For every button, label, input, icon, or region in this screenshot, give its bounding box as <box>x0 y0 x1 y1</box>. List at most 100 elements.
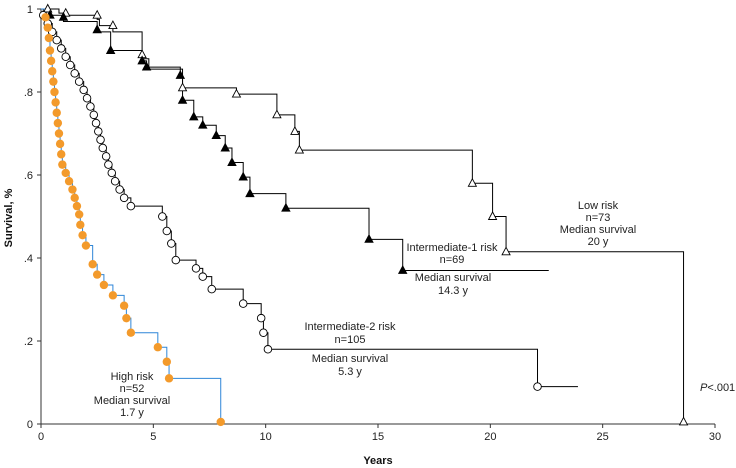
intermediate-2-risk-marker <box>74 77 84 86</box>
low-risk-marker <box>467 177 478 187</box>
low-risk-marker <box>177 82 188 92</box>
int2-risk-label: Intermediate-2 risk <box>304 321 396 333</box>
y-tick-label: .8 <box>24 87 33 99</box>
p-value: P<.001 <box>700 382 735 394</box>
intermediate-1-risk-marker <box>177 94 188 104</box>
p-value-number: <.001 <box>707 382 735 394</box>
int1-risk-label: Intermediate-1 risk <box>406 242 498 254</box>
intermediate-1-risk-marker <box>92 24 102 34</box>
y-tick-label: .4 <box>24 253 33 265</box>
high-risk-marker <box>78 230 87 240</box>
low-risk-marker <box>92 9 102 19</box>
high-risk-marker <box>99 280 109 290</box>
y-tick-label: 1 <box>27 4 33 16</box>
low-risk-n: n=73 <box>586 212 611 224</box>
low-risk-marker <box>42 3 53 13</box>
high-risk-marker <box>61 168 70 178</box>
low-risk-marker <box>108 20 118 30</box>
intermediate-1-risk-marker <box>175 69 186 79</box>
intermediate-2-risk-marker <box>119 193 129 203</box>
intermediate-1-risk-marker <box>105 45 116 54</box>
intermediate-2-risk-marker <box>162 226 172 236</box>
x-tick-label: 25 <box>597 431 609 443</box>
high-risk-marker <box>49 77 58 86</box>
high-risk-marker <box>68 185 77 194</box>
y-tick-label: .2 <box>24 336 33 348</box>
intermediate-2-risk-marker <box>167 239 176 248</box>
low-risk-marker <box>487 211 498 220</box>
low-risk-marker <box>231 88 242 98</box>
intermediate-2-risk-marker <box>158 212 167 221</box>
intermediate-2-risk-marker <box>79 85 88 95</box>
intermediate-1-risk-marker <box>198 119 208 129</box>
intermediate-1-risk-curve <box>41 8 549 271</box>
x-tick-label: 20 <box>484 431 496 443</box>
intermediate-2-risk-marker <box>91 118 101 128</box>
x-tick-label: 5 <box>150 431 156 443</box>
high-risk-marker <box>126 328 136 337</box>
int2-median-value: 5.3 y <box>338 366 362 378</box>
high-risk-marker <box>55 139 65 149</box>
low-risk-median-value: 20 y <box>588 236 609 248</box>
int1-median-label: Median survival <box>415 272 491 284</box>
intermediate-2-risk-marker <box>110 176 120 186</box>
intermediate-2-risk-marker <box>259 328 268 337</box>
intermediate-2-risk-marker <box>104 160 113 169</box>
high-risk-marker <box>52 108 61 117</box>
intermediate-1-risk-marker <box>397 264 408 274</box>
high-risk-marker <box>119 301 129 310</box>
low-risk-marker <box>294 144 305 154</box>
high-risk-marker <box>164 374 174 383</box>
high-risk-marker <box>74 210 84 219</box>
low-risk-marker <box>501 246 511 256</box>
intermediate-2-risk-marker <box>70 69 79 78</box>
high-risk-median-label: Median survival <box>94 395 170 407</box>
high-risk-marker <box>81 241 91 250</box>
intermediate-2-risk-marker <box>94 127 103 136</box>
intermediate-2-risk-marker <box>126 201 136 211</box>
low-risk-median-label: Median survival <box>560 224 636 236</box>
intermediate-2-risk-marker <box>171 255 181 265</box>
x-axis-title: Years <box>363 455 392 467</box>
high-risk-n: n=52 <box>120 383 145 395</box>
intermediate-1-risk-marker <box>137 55 147 65</box>
intermediate-2-risk-marker <box>256 313 266 323</box>
intermediate-2-risk-marker <box>107 168 117 178</box>
high-risk-marker <box>76 220 85 229</box>
intermediate-1-risk-marker <box>238 171 248 181</box>
int1-median-value: 14.3 y <box>438 285 468 297</box>
intermediate-2-risk-marker <box>98 143 108 153</box>
y-tick-label: 0 <box>27 419 33 431</box>
intermediate-2-risk-marker <box>207 284 216 294</box>
high-risk-marker <box>162 357 172 366</box>
high-risk-marker <box>70 193 79 203</box>
intermediate-2-risk-marker <box>533 382 542 391</box>
intermediate-1-risk-marker <box>189 111 199 121</box>
high-risk-marker <box>64 177 74 186</box>
high-risk-marker <box>43 23 52 32</box>
high-risk-marker <box>88 260 97 269</box>
intermediate-2-risk-marker <box>96 135 105 144</box>
y-tick-label: .6 <box>24 170 33 182</box>
intermediate-1-risk-marker <box>281 202 291 212</box>
high-risk-marker <box>54 129 64 138</box>
intermediate-2-risk-marker <box>101 152 111 161</box>
axes-layer: 0 5 10 15 20 25 30 0 .2 .4 .6 .8 1 <box>24 4 721 443</box>
high-risk-marker <box>108 291 118 300</box>
intermediate-2-risk-marker <box>263 345 273 354</box>
high-risk-median-value: 1.7 y <box>120 407 144 419</box>
int2-risk-n: n=105 <box>335 334 366 346</box>
intermediate-2-risk-marker <box>89 110 99 120</box>
intermediate-2-risk-marker <box>61 52 70 61</box>
int1-risk-n: n=69 <box>440 254 465 266</box>
intermediate-2-risk-marker <box>191 264 201 273</box>
high-risk-marker <box>72 201 82 211</box>
high-risk-marker <box>45 46 55 55</box>
high-risk-marker <box>122 313 131 323</box>
high-risk-marker <box>44 33 54 43</box>
low-risk-marker <box>678 416 689 426</box>
high-risk-marker <box>51 98 60 107</box>
high-risk-marker <box>50 87 59 97</box>
high-risk-marker <box>92 270 102 279</box>
